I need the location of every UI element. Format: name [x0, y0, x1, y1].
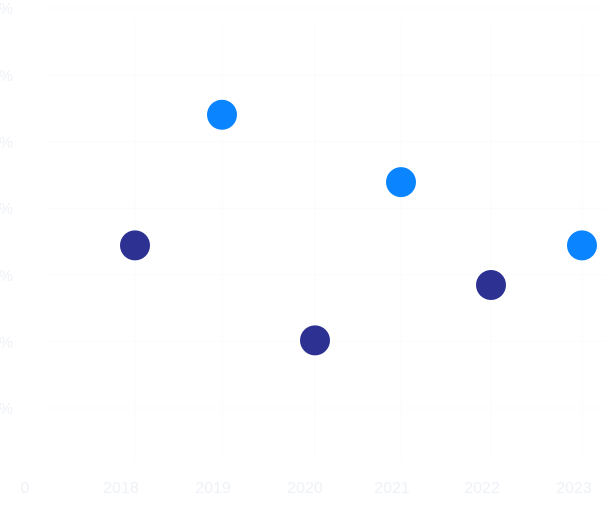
- data-point-series-1-2018: [120, 230, 150, 261]
- data-point-series-1-2020: [300, 325, 330, 356]
- y-axis-tick-labels: %%%%%%%: [0, 1, 13, 418]
- x-tick-label-2023: 2023: [556, 480, 592, 497]
- y-tick-label: %: [0, 201, 13, 218]
- data-point-series-2-2023: [567, 230, 597, 261]
- data-point-series-2-2021: [386, 167, 416, 198]
- y-tick-label: %: [0, 135, 13, 152]
- x-origin-label: 0: [21, 480, 30, 497]
- x-tick-label-2021: 2021: [374, 480, 410, 497]
- x-axis-tick-labels: 0 2018 2019 2020 2021 2022 2023: [21, 480, 592, 497]
- data-points: [120, 99, 597, 356]
- data-point-series-2-2019: [207, 99, 237, 130]
- x-tick-label-2020: 2020: [287, 480, 323, 497]
- y-tick-label: %: [0, 68, 13, 85]
- y-tick-label: %: [0, 401, 13, 418]
- x-tick-label-2018: 2018: [103, 480, 139, 497]
- x-tick-label-2019: 2019: [195, 480, 231, 497]
- y-tick-label: %: [0, 268, 13, 285]
- y-tick-label: %: [0, 334, 13, 351]
- data-point-series-1-2022: [476, 270, 506, 300]
- y-tick-label: %: [0, 1, 13, 18]
- x-tick-label-2022: 2022: [464, 480, 500, 497]
